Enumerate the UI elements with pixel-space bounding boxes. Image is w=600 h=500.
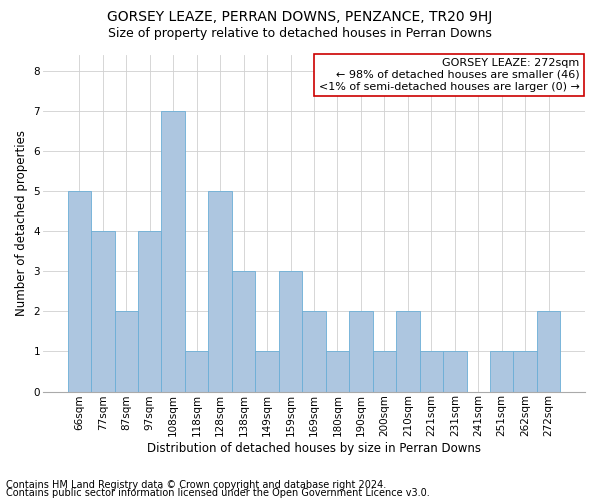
Bar [419, 352, 443, 392]
Bar [537, 312, 560, 392]
Bar [279, 272, 302, 392]
Bar [185, 352, 208, 392]
Bar [514, 352, 537, 392]
Text: Contains public sector information licensed under the Open Government Licence v3: Contains public sector information licen… [6, 488, 430, 498]
Y-axis label: Number of detached properties: Number of detached properties [15, 130, 28, 316]
X-axis label: Distribution of detached houses by size in Perran Downs: Distribution of detached houses by size … [147, 442, 481, 455]
Bar [443, 352, 467, 392]
Text: GORSEY LEAZE: 272sqm
← 98% of detached houses are smaller (46)
<1% of semi-detac: GORSEY LEAZE: 272sqm ← 98% of detached h… [319, 58, 580, 92]
Text: Size of property relative to detached houses in Perran Downs: Size of property relative to detached ho… [108, 28, 492, 40]
Text: GORSEY LEAZE, PERRAN DOWNS, PENZANCE, TR20 9HJ: GORSEY LEAZE, PERRAN DOWNS, PENZANCE, TR… [107, 10, 493, 24]
Bar [302, 312, 326, 392]
Text: Contains HM Land Registry data © Crown copyright and database right 2024.: Contains HM Land Registry data © Crown c… [6, 480, 386, 490]
Bar [91, 232, 115, 392]
Bar [256, 352, 279, 392]
Bar [490, 352, 514, 392]
Bar [138, 232, 161, 392]
Bar [161, 111, 185, 392]
Bar [208, 191, 232, 392]
Bar [232, 272, 256, 392]
Bar [115, 312, 138, 392]
Bar [68, 191, 91, 392]
Bar [373, 352, 396, 392]
Bar [396, 312, 419, 392]
Bar [349, 312, 373, 392]
Bar [326, 352, 349, 392]
